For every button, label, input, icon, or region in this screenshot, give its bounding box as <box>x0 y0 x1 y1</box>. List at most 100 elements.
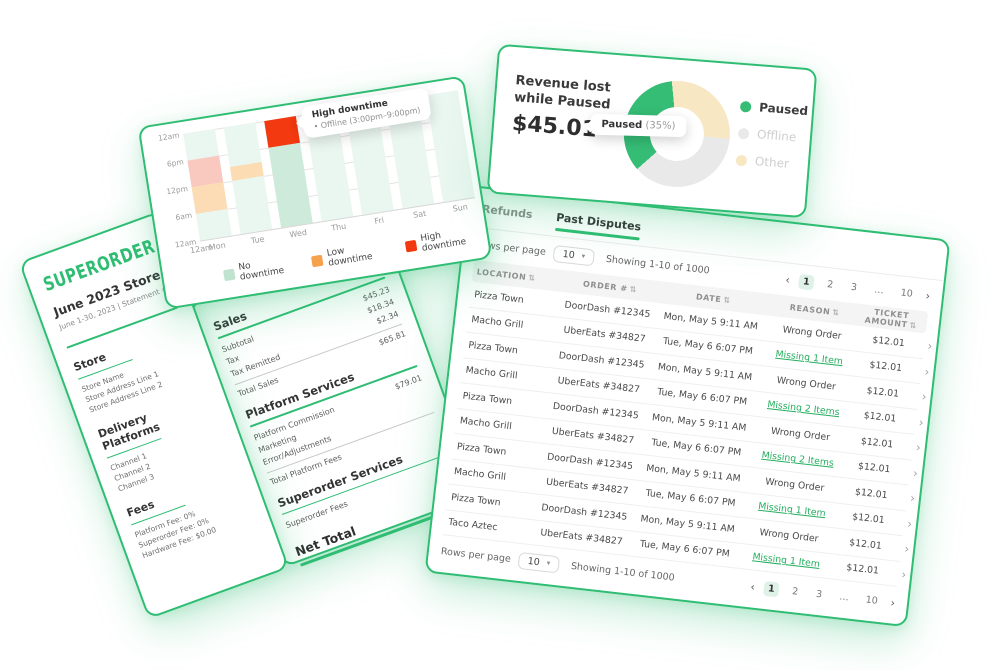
cell-order: DoorDash #12345 <box>540 501 628 523</box>
cell-reason: Missing 2 Items <box>751 449 844 470</box>
donut-legend: Paused Offline Other <box>735 99 809 172</box>
heatmap-day-label: Mon <box>208 240 227 253</box>
tab-refunds[interactable]: Refunds <box>481 202 534 222</box>
rows-per-page-value: 10 <box>527 555 541 568</box>
reason-link[interactable]: Missing 1 Item <box>774 348 844 368</box>
row-chevron-icon[interactable]: › <box>903 541 910 557</box>
chevron-down-icon: ▾ <box>581 252 586 261</box>
pagination-page-…[interactable]: … <box>838 590 850 603</box>
pagination-page-10[interactable]: 10 <box>865 593 879 607</box>
column-header[interactable]: LOCATION⇅ <box>476 266 537 283</box>
heatmap-cell-high[interactable] <box>264 116 301 148</box>
heatmap-day-label: Fri <box>373 215 385 226</box>
rows-per-page-select[interactable]: 10 ▾ <box>517 551 561 573</box>
row-chevron-icon[interactable]: › <box>926 339 934 354</box>
reason-link[interactable]: Missing 2 Items <box>760 449 835 470</box>
cell-reason: Missing 1 Item <box>763 348 856 369</box>
legend-swatch-icon <box>222 268 236 281</box>
showing-label: Showing 1-10 of 1000 <box>570 560 676 584</box>
heatmap-cell-low[interactable] <box>191 182 228 214</box>
legend-dot-icon <box>735 154 748 167</box>
revenue-lost-card: Revenue lost while Paused $45.01 Paused … <box>486 43 818 219</box>
cell-location: Pizza Town <box>456 440 507 458</box>
pagination-page-1[interactable]: 1 <box>763 580 780 597</box>
cell-amount: $12.01 <box>860 435 894 451</box>
rows-per-page-select[interactable]: 10 ▾ <box>552 244 596 266</box>
pagination-prev-icon[interactable]: ‹ <box>784 272 791 287</box>
heatmap-day-label: Wed <box>288 227 308 240</box>
cell-order: UberEats #34827 <box>551 426 635 447</box>
heatmap-legend-item: No downtime <box>222 254 298 285</box>
pagination-page-2[interactable]: 2 <box>791 585 799 598</box>
cell-amount: $12.01 <box>857 460 891 476</box>
showing-label: Showing 1-10 of 1000 <box>605 253 711 277</box>
cell-location: Pizza Town <box>450 491 502 509</box>
pagination-next-icon[interactable]: › <box>924 288 931 303</box>
pagination-page-1[interactable]: 1 <box>798 273 815 290</box>
past-disputes-card: Refunds Past Disputes Rows per page 10 ▾ … <box>424 184 951 628</box>
chevron-down-icon: ▾ <box>546 559 551 568</box>
cell-location: Macho Grill <box>464 364 519 382</box>
pagination-next-icon[interactable]: › <box>889 595 896 610</box>
cell-amount: $12.01 <box>868 359 903 375</box>
cell-location: Macho Grill <box>470 314 524 332</box>
cell-reason: Wrong Order <box>770 425 831 444</box>
cell-location: Pizza Town <box>462 390 513 407</box>
reason-link[interactable]: Missing 1 Item <box>757 500 827 520</box>
cell-reason: Missing 1 Item <box>746 500 839 521</box>
sort-icon: ⇅ <box>722 294 732 305</box>
cell-reason: Wrong Order <box>758 526 820 545</box>
row-chevron-icon[interactable]: › <box>923 364 931 379</box>
cell-order: DoorDash #12345 <box>558 349 646 371</box>
pagination-page-3[interactable]: 3 <box>815 588 823 600</box>
cell-order: UberEats #34827 <box>562 324 647 346</box>
pagination-prev-icon[interactable]: ‹ <box>749 579 756 594</box>
heatmap-y-label: 6am <box>174 210 193 223</box>
legend-label: Other <box>754 154 790 171</box>
cell-order: DoorDash #12345 <box>546 451 634 472</box>
pagination-page-10[interactable]: 10 <box>900 286 914 300</box>
tab-past-disputes[interactable]: Past Disputes <box>555 210 642 234</box>
heatmap-legend-item: Low downtime <box>311 239 392 271</box>
rows-per-page-value: 10 <box>562 248 576 261</box>
cell-order: UberEats #34827 <box>557 375 641 396</box>
total-amount <box>435 415 439 427</box>
cell-reason: Wrong Order <box>776 374 837 393</box>
row-chevron-icon[interactable]: › <box>909 491 916 506</box>
pagination-page-3[interactable]: 3 <box>850 281 858 293</box>
heatmap-y-label: 12pm <box>165 183 189 197</box>
row-chevron-icon[interactable]: › <box>918 415 925 430</box>
downtime-heatmap-card: 12am 6pm 12pm 6am 12am 12am Mon Tue Wed Thu Fri Sa… <box>137 75 493 310</box>
pagination-page-…[interactable]: … <box>873 283 885 296</box>
row-chevron-icon[interactable]: › <box>915 440 922 455</box>
row-chevron-icon[interactable]: › <box>906 516 913 531</box>
cell-location: Macho Grill <box>453 466 507 484</box>
donut-tooltip-label: Paused <box>601 118 643 132</box>
row-chevron-icon[interactable]: › <box>900 567 908 582</box>
line-item-amount <box>428 396 432 408</box>
legend-label: Offline <box>756 127 797 145</box>
donut-legend-item[interactable]: Offline <box>737 126 807 145</box>
sort-icon: ⇅ <box>629 284 638 295</box>
reason-link[interactable]: Missing 2 Items <box>766 399 841 419</box>
row-chevron-icon[interactable]: › <box>912 465 919 481</box>
table-body: Pizza Town DoorDash #12345 Mon, May 5 9:11… <box>442 281 933 587</box>
reason-link[interactable]: Missing 1 Item <box>751 551 821 571</box>
legend-swatch-icon <box>404 239 418 252</box>
donut-legend-item[interactable]: Paused <box>739 99 809 118</box>
cell-amount: $12.01 <box>871 334 906 349</box>
cell-location: Pizza Town <box>467 339 519 357</box>
cell-amount: $12.01 <box>854 486 889 501</box>
pagination-page-2[interactable]: 2 <box>826 278 834 291</box>
cell-location: Taco Aztec <box>447 516 498 534</box>
cell-reason: Missing 2 Items <box>757 398 850 419</box>
heatmap-legend: No downtime Low downtime High downtime <box>222 224 488 285</box>
donut-tooltip-pct: (35%) <box>645 120 676 132</box>
donut-legend-item[interactable]: Other <box>735 153 804 172</box>
row-chevron-icon[interactable]: › <box>920 389 928 405</box>
line-item-amount <box>424 383 428 395</box>
cell-order: UberEats #34827 <box>545 476 629 498</box>
donut-title: Revenue lost while Paused <box>513 73 625 115</box>
cell-reason: Wrong Order <box>782 324 843 342</box>
